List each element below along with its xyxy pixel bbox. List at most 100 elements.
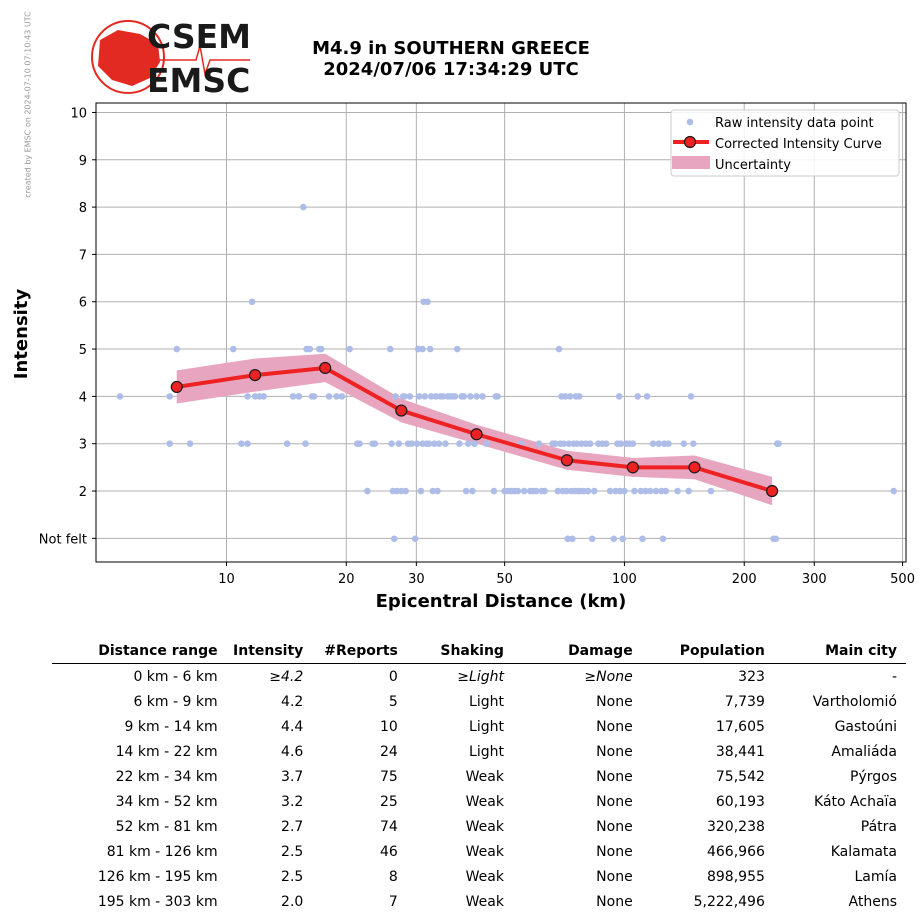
raw-data-point [643, 393, 651, 400]
table-cell-damage: None [596, 843, 633, 860]
raw-data-point [662, 487, 670, 495]
raw-data-point [621, 487, 628, 495]
table-cell-reports: 7 [388, 893, 398, 910]
raw-data-point [469, 487, 476, 495]
raw-data-point [426, 345, 434, 353]
table-header-cell: Main city [773, 640, 906, 664]
table-row: 9 km - 14 km 4.4 10 Light None 17,605 Gastoúni [52, 714, 906, 739]
raw-data-point [338, 393, 346, 400]
y-tick-label: Not felt [39, 532, 87, 547]
table-cell-damage: None [596, 768, 633, 785]
table-cell-population: 7,739 [724, 693, 765, 710]
x-tick-label: 50 [496, 572, 513, 587]
table-cell-population: 466,966 [706, 843, 765, 860]
intensity-curve-marker [170, 380, 183, 394]
chart-title: M4.9 in SOUTHERN GREECE 2024/07/06 17:34… [290, 38, 612, 80]
table-header-cell: Shaking [406, 640, 513, 664]
table-cell-shaking: Weak [465, 868, 504, 885]
raw-data-point [514, 487, 522, 495]
raw-data-point [602, 440, 610, 448]
table-cell-dist: 81 km - 126 km [106, 843, 218, 860]
table-cell-shaking: Light [469, 693, 504, 710]
raw-data-point [634, 393, 642, 400]
table-cell-shaking: ≥Light [457, 668, 504, 685]
table-cell-dist: 52 km - 81 km [115, 818, 218, 835]
raw-data-point [421, 393, 429, 400]
table-cell-city: Athens [848, 893, 897, 910]
raw-data-point [186, 440, 194, 448]
intensity-curve-marker [319, 361, 332, 375]
raw-data-point [442, 440, 449, 448]
raw-data-point [406, 393, 414, 400]
title-line-2: 2024/07/06 17:34:29 UTC [323, 59, 579, 80]
table-row: 14 km - 22 km 4.6 24 Light None 38,441 Amaliád… [52, 739, 906, 764]
table-row: 195 km - 303 km 2.0 7 Weak None 5,222,496 Athe… [52, 889, 906, 914]
raw-data-point [408, 440, 415, 448]
y-tick-label: 4 [79, 390, 87, 405]
raw-data-point [402, 487, 409, 495]
raw-data-point [494, 393, 501, 400]
y-tick-label: 7 [79, 248, 87, 263]
table-cell-intensity: 2.5 [281, 843, 304, 860]
table-cell-reports: 8 [388, 868, 398, 885]
table-cell-city: Gastoúni [834, 718, 897, 735]
logo-text-csem: CSEM [147, 17, 251, 56]
y-axis-label: Intensity [11, 289, 32, 380]
y-tick-label: 9 [79, 154, 87, 169]
raw-data-point [431, 440, 438, 448]
table-cell-city: Vartholomió [812, 693, 897, 710]
raw-data-point [417, 487, 425, 495]
raw-data-point [413, 440, 421, 448]
legend-curve-marker [683, 135, 697, 149]
raw-data-point [248, 298, 256, 306]
raw-data-point [390, 535, 398, 543]
table-cell-shaking: Weak [465, 893, 504, 910]
table-row: 0 km - 6 km ≥4.2 0 ≥Light ≥None 323 - [52, 664, 906, 690]
raw-data-point [615, 393, 623, 400]
table-body: 0 km - 6 km ≥4.2 0 ≥Light ≥None 323 - 6 km - 9 … [52, 664, 906, 915]
intensity-curve-marker [560, 454, 574, 467]
table-cell-shaking: Weak [465, 818, 504, 835]
y-tick-label: 2 [79, 485, 87, 500]
raw-data-point [535, 440, 543, 448]
table-cell-dist: 14 km - 22 km [115, 743, 218, 760]
raw-data-point [659, 535, 667, 543]
table-header-cell: #Reports [312, 640, 407, 664]
raw-data-point [563, 487, 570, 495]
raw-data-point [490, 487, 498, 495]
raw-data-point [302, 440, 309, 448]
raw-data-point [229, 345, 237, 353]
table-cell-reports: 0 [388, 668, 398, 685]
table-header-cell: Damage [512, 640, 642, 664]
table-cell-intensity: 3.7 [281, 768, 304, 785]
raw-data-point [665, 440, 672, 448]
table-cell-city: - [891, 668, 897, 685]
table-cell-shaking: Weak [465, 768, 504, 785]
table-row: 52 km - 81 km 2.7 74 Weak None 320,238 Pátra [52, 814, 906, 839]
summary-table: Distance range Intensity #Reports Shaking Da… [52, 640, 906, 914]
raw-data-point [386, 345, 394, 353]
raw-data-point [173, 345, 181, 353]
raw-data-point [690, 440, 697, 448]
legend-uncertainty-patch [672, 156, 710, 169]
raw-data-point [566, 393, 574, 400]
raw-data-point [565, 440, 573, 448]
raw-data-point [401, 393, 408, 400]
table-cell-dist: 6 km - 9 km [133, 693, 218, 710]
raw-data-point [333, 393, 340, 400]
raw-data-point [473, 393, 480, 400]
table-cell-damage: None [596, 718, 633, 735]
raw-data-point [289, 393, 297, 400]
raw-data-point [427, 393, 435, 400]
y-tick-label: 5 [79, 343, 87, 358]
raw-data-point [464, 440, 472, 448]
raw-data-point [655, 440, 663, 448]
raw-data-point [425, 440, 433, 448]
raw-data-point [453, 345, 461, 353]
legend-label: Corrected Intensity Curve [715, 137, 882, 152]
table-cell-reports: 74 [380, 818, 398, 835]
table-header-cell: Population [641, 640, 774, 664]
table-cell-city: Kalamata [830, 843, 897, 860]
table-row: 81 km - 126 km 2.5 46 Weak None 466,966 Kalama… [52, 839, 906, 864]
plot-area: 10 20 30 50 100 200 300 500 Not felt 2 3 4 5 6 7 8 9 10 Ra… [39, 102, 915, 587]
